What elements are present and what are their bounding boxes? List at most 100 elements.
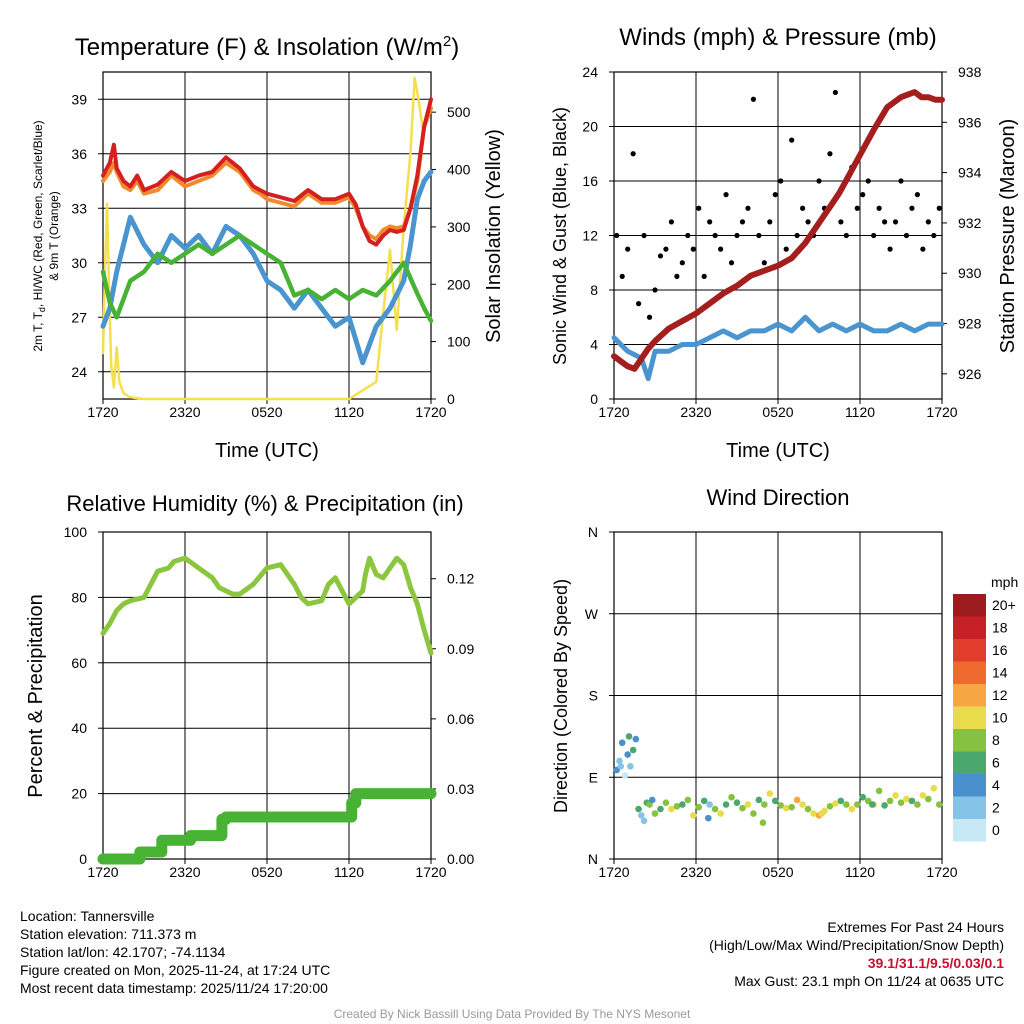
wdir-chart-xtick-label: 1720 — [926, 864, 957, 880]
wdir-point — [766, 790, 774, 797]
extremes-title: Extremes For Past 24 Hours — [827, 919, 1004, 935]
wind-chart-ytick-label-right: 934 — [958, 165, 982, 181]
wind-chart-ytick-label-left: 0 — [590, 391, 598, 407]
wdir-point — [744, 801, 752, 808]
temp-chart-xtick-label: 2320 — [169, 404, 200, 420]
wdir-point — [804, 805, 812, 813]
wdir-point — [673, 803, 681, 810]
temp-chart-xtick-label: 0520 — [251, 404, 282, 420]
gust-point — [625, 246, 631, 252]
temp-series-solar-insolation — [101, 76, 433, 401]
temp-chart-ytick-label-left: 30 — [71, 255, 87, 271]
gust-point — [685, 232, 691, 239]
rh-chart-axes: 1720 2320 0520 1120 17200204060801000.000.03… — [25, 491, 474, 880]
gust-point — [783, 246, 789, 252]
extremes-values: 39.1/31.1/9.5/0.03/0.1 — [867, 955, 1004, 971]
gust-point — [723, 192, 729, 198]
wdir-point — [711, 805, 719, 813]
gust-point — [652, 287, 658, 293]
gust-point — [914, 192, 921, 198]
wdir-point — [897, 799, 905, 806]
gust-point — [805, 219, 811, 225]
speed-legend-swatch — [953, 661, 986, 684]
wdir-chart-xtick-label: 1720 — [598, 864, 629, 880]
wdir-point — [706, 801, 713, 808]
wdir-point — [853, 801, 861, 808]
wind-chart-ytick-label-left: 8 — [590, 282, 598, 298]
rh-chart-frame — [102, 531, 432, 860]
speed-legend-title: mph — [991, 574, 1018, 590]
gust-point — [674, 273, 680, 279]
gust-point — [619, 273, 625, 279]
gust-point — [745, 205, 751, 211]
gust-point — [843, 232, 849, 239]
gust-point — [696, 205, 702, 211]
gust-point — [871, 232, 877, 239]
wind-chart-xtick-label: 1720 — [926, 404, 957, 420]
gust-point — [860, 192, 866, 198]
rh-chart-xtick-label: 2320 — [169, 864, 200, 880]
rh-chart-ytick-label-left: 40 — [71, 720, 87, 736]
wind-chart-xtick-label: 0520 — [762, 404, 793, 420]
rh-series-precipitation — [97, 788, 437, 865]
temp-chart-ytick-label-right: 0 — [447, 391, 455, 407]
wdir-point — [632, 735, 640, 743]
speed-legend-swatch — [953, 819, 986, 842]
wdir-chart-ytick-label-left: N — [588, 524, 598, 540]
rh-chart-ytick-label-left: 20 — [71, 786, 87, 802]
wind-chart-title: Winds (mph) & Pressure (mb) — [619, 24, 936, 51]
gust-point — [794, 232, 800, 239]
speed-legend-label: 20+ — [992, 597, 1016, 613]
gust-point — [707, 219, 713, 225]
speed-legend-swatch — [953, 729, 986, 752]
speed-legend-label: 12 — [992, 687, 1008, 703]
wdir-point — [624, 751, 631, 758]
wdir-point — [695, 803, 703, 811]
speed-legend-label: 0 — [992, 822, 1000, 838]
wind-chart-ytick-label-right: 938 — [958, 64, 982, 80]
wind-chart-ytick-label-right: 928 — [958, 316, 982, 332]
wdir-chart-xtick-label: 0520 — [762, 864, 793, 880]
wdir-point — [782, 804, 790, 812]
wdir-point — [651, 810, 659, 817]
gust-point — [832, 89, 839, 96]
wdir-chart-frame — [613, 531, 943, 860]
speed-legend-label: 18 — [992, 620, 1008, 636]
wdir-point — [832, 800, 839, 807]
wind-series-station-pressure — [611, 89, 945, 372]
wind-chart-ytick-label-left: 16 — [582, 173, 598, 189]
recent-text: Most recent data timestamp: 2025/11/24 1… — [20, 980, 328, 996]
wdir-point — [914, 801, 921, 808]
wdir-point — [618, 739, 626, 747]
rh-chart-xtick-label: 1720 — [415, 864, 446, 880]
station-info: Location: Tannersville Station elevation… — [20, 907, 330, 997]
wdir-point — [759, 819, 767, 826]
gust-point — [925, 219, 931, 225]
speed-legend-swatch — [953, 774, 986, 797]
wdir-point — [848, 805, 856, 813]
rh-chart-xtick-label: 0520 — [251, 864, 282, 880]
gust-point — [756, 232, 762, 239]
speed-legend-swatch — [953, 616, 986, 639]
gust-point — [909, 205, 915, 211]
gust-point — [920, 246, 926, 252]
wdir-point — [616, 757, 623, 765]
gust-point — [767, 219, 773, 225]
wind-chart-ylabel-left: Sonic Wind & Gust (Blue, Black) — [550, 107, 570, 365]
rh-series-relative-humidity — [100, 555, 434, 656]
temp-series-2m-t — [101, 97, 433, 247]
rh-chart-ytick-label-right: 0.12 — [447, 571, 474, 587]
gust-point — [936, 205, 942, 211]
rh-chart-ytick-label-right: 0.09 — [447, 641, 474, 657]
wind-chart-ylabel-right: Station Pressure (Maroon) — [997, 119, 1019, 354]
max-gust-text: Max Gust: 23.1 mph On 11/24 at 0635 UTC — [734, 973, 1004, 989]
gust-point — [887, 246, 893, 252]
rh-chart-ytick-label-left: 80 — [71, 589, 87, 605]
wdir-point — [881, 802, 888, 809]
gust-point — [865, 178, 871, 184]
wdir-point — [837, 797, 845, 805]
temp-chart-ytick-label-right: 300 — [447, 219, 471, 235]
rh-chart-xtick-label: 1120 — [334, 864, 364, 880]
